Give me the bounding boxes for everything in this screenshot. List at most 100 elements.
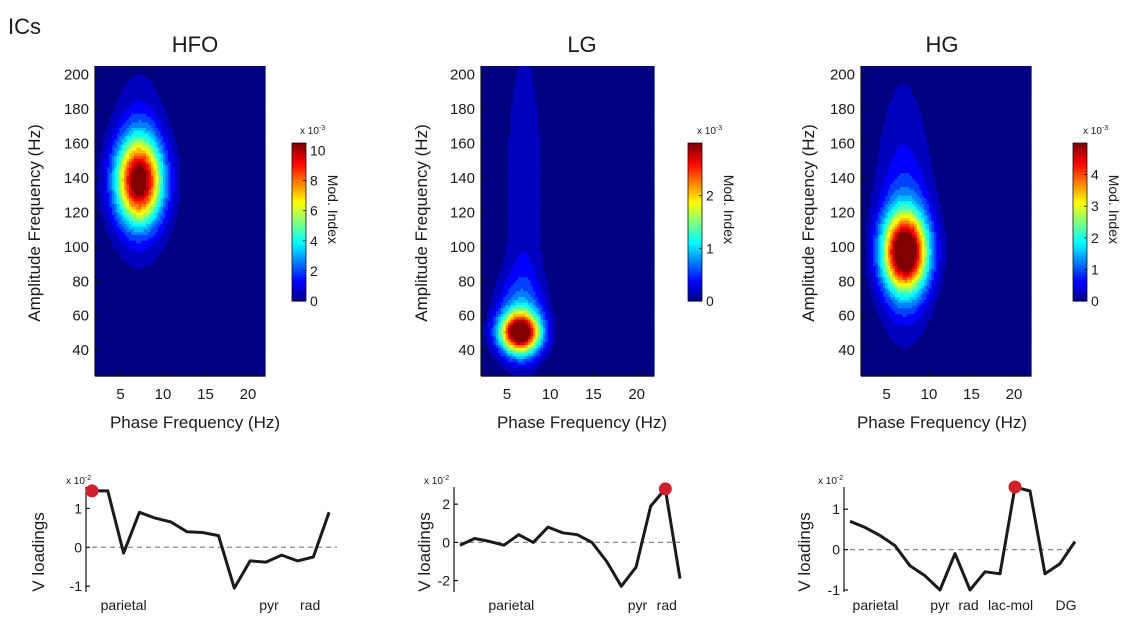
colorbar-tick-label: 8 bbox=[310, 173, 318, 189]
y-tick-label: -1 bbox=[70, 578, 83, 594]
loadings-line bbox=[92, 491, 329, 588]
colorbar-exponent: x 10-3 bbox=[1083, 125, 1108, 137]
y-tick-label: 160 bbox=[64, 136, 89, 153]
y-tick-label: 1 bbox=[832, 501, 840, 517]
y-axis-label: V loadings bbox=[415, 512, 434, 591]
heatmap-title: HFO bbox=[172, 32, 218, 57]
y-tick-label: 40 bbox=[458, 342, 475, 359]
loadings-line bbox=[850, 487, 1075, 590]
y-tick-label: 1 bbox=[74, 500, 82, 516]
x-tick-label: 20 bbox=[1006, 386, 1023, 403]
y-tick-label: -1 bbox=[828, 582, 841, 598]
colorbar-label: Mod. Index bbox=[1106, 175, 1122, 244]
y-tick-label: 0 bbox=[74, 539, 82, 555]
layer-label: parietal bbox=[853, 597, 899, 613]
layer-label: pyr bbox=[259, 597, 279, 613]
colorbar-tick-label: 1 bbox=[1091, 261, 1099, 277]
y-tick-label: -2 bbox=[438, 573, 451, 589]
y-axis-label: Amplitude Frequency (Hz) bbox=[799, 124, 818, 321]
colorbar-tick-label: 6 bbox=[310, 203, 318, 219]
y-tick-label: 120 bbox=[830, 204, 855, 221]
y-tick-label: 40 bbox=[838, 342, 855, 359]
x-tick-label: 5 bbox=[116, 386, 124, 403]
colorbar-tick-label: 0 bbox=[1091, 293, 1099, 309]
x-tick-label: 5 bbox=[503, 386, 511, 403]
y-tick-label: 140 bbox=[830, 170, 855, 187]
layer-label: rad bbox=[657, 597, 677, 613]
layer-label: parietal bbox=[488, 597, 534, 613]
line-plot: -1 0 1 parietal pyr rad bbox=[70, 484, 337, 613]
y-tick-label: 100 bbox=[64, 239, 89, 256]
y-tick-label: 140 bbox=[450, 170, 475, 187]
y-tick-label: 60 bbox=[72, 308, 89, 325]
y-axis-label: Amplitude Frequency (Hz) bbox=[412, 124, 431, 321]
x-tick-label: 5 bbox=[882, 386, 890, 403]
loadings-line bbox=[460, 489, 680, 586]
x-tick-label: 15 bbox=[197, 386, 214, 403]
peak-marker bbox=[1009, 481, 1022, 494]
layer-label: lac-mol bbox=[988, 597, 1033, 613]
y-tick-label: 80 bbox=[838, 273, 855, 290]
y-tick-label: 180 bbox=[64, 101, 89, 118]
y-tick-label: 80 bbox=[458, 273, 475, 290]
exponent-label: x 10-2 bbox=[66, 475, 91, 487]
exponent-label: x 10-2 bbox=[424, 475, 449, 487]
colorbar-tick-label: 10 bbox=[310, 143, 326, 159]
x-axis-label: Phase Frequency (Hz) bbox=[857, 413, 1027, 432]
x-tick-label: 20 bbox=[628, 386, 645, 403]
layer-label: pyr bbox=[628, 597, 648, 613]
y-tick-label: 200 bbox=[64, 67, 89, 84]
colorbar-tick-label: 4 bbox=[310, 233, 318, 249]
y-axis-label: V loadings bbox=[29, 512, 48, 591]
colorbar-tick-label: 2 bbox=[310, 263, 318, 279]
y-tick-label: 180 bbox=[450, 101, 475, 118]
colorbar-exponent: x 10-3 bbox=[697, 125, 722, 137]
exponent-label: x 10-2 bbox=[818, 475, 843, 487]
y-axis-label: Amplitude Frequency (Hz) bbox=[25, 124, 44, 321]
heatmap-image bbox=[95, 66, 266, 377]
y-tick-label: 100 bbox=[450, 239, 475, 256]
layer-label: rad bbox=[300, 597, 320, 613]
colorbar-tick-label: 3 bbox=[1091, 198, 1099, 214]
figure-label: ICs bbox=[8, 14, 41, 39]
x-tick-label: 10 bbox=[921, 386, 938, 403]
colorbar-label: Mod. Index bbox=[721, 175, 737, 244]
colorbar-tick-label: 0 bbox=[310, 293, 318, 309]
y-tick-label: 100 bbox=[830, 239, 855, 256]
colorbar-label: Mod. Index bbox=[325, 175, 341, 244]
colorbar: 0 2 4 6 8 10 x 10-3 Mod. Index bbox=[292, 125, 341, 309]
x-axis-label: Phase Frequency (Hz) bbox=[110, 413, 280, 432]
y-tick-label: 180 bbox=[830, 101, 855, 118]
colorbar-tick-label: 0 bbox=[706, 293, 714, 309]
colorbar: 0 1 2 x 10-3 Mod. Index bbox=[688, 125, 737, 309]
heatmap-title: LG bbox=[567, 32, 596, 57]
y-tick-label: 0 bbox=[832, 542, 840, 558]
y-tick-label: 2 bbox=[442, 496, 450, 512]
peak-marker bbox=[86, 484, 99, 497]
x-tick-label: 10 bbox=[542, 386, 559, 403]
heatmap-image bbox=[481, 66, 655, 377]
colorbar-tick-label: 4 bbox=[1091, 167, 1099, 183]
layer-label: parietal bbox=[101, 597, 147, 613]
colorbar-tick-label: 2 bbox=[1091, 230, 1099, 246]
x-tick-label: 15 bbox=[585, 386, 602, 403]
y-tick-label: 80 bbox=[72, 273, 89, 290]
colorbar-tick-label: 1 bbox=[706, 240, 714, 256]
y-tick-label: 40 bbox=[72, 342, 89, 359]
colorbar: 0 1 2 3 4 x 10-3 Mod. Index bbox=[1073, 125, 1122, 309]
layer-label: DG bbox=[1056, 597, 1077, 613]
y-tick-label: 120 bbox=[64, 204, 89, 221]
y-tick-label: 60 bbox=[838, 308, 855, 325]
y-tick-label: 120 bbox=[450, 204, 475, 221]
peak-marker bbox=[659, 482, 672, 495]
colorbar-exponent: x 10-3 bbox=[300, 125, 325, 137]
y-tick-label: 160 bbox=[830, 136, 855, 153]
colorbar-tick-label: 2 bbox=[706, 188, 714, 204]
